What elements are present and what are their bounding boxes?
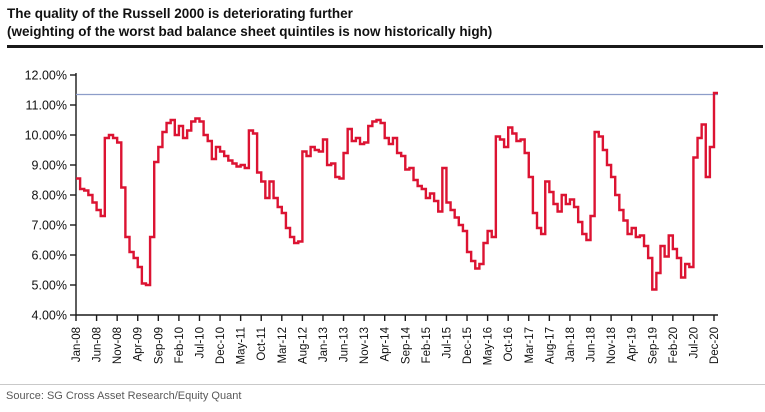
x-tick-label: Jun-18	[586, 327, 598, 362]
y-tick-label: 5.00%	[32, 279, 67, 293]
x-tick-label: Mar-12	[277, 327, 289, 363]
x-tick-label: Nov-08	[112, 327, 124, 364]
y-tick-label: 11.00%	[26, 99, 67, 113]
x-tick-label: Aug-17	[544, 327, 556, 364]
x-tick-label: Mar-17	[524, 327, 536, 363]
x-tick-label: Sep-09	[153, 327, 165, 364]
x-tick-label: Dec-10	[215, 327, 227, 364]
x-tick-label: Jul-20	[688, 327, 700, 358]
y-tick-label: 10.00%	[25, 129, 67, 143]
y-tick-label: 9.00%	[32, 159, 67, 173]
y-tick-label: 4.00%	[32, 309, 67, 323]
y-tick-label: 7.00%	[32, 219, 67, 233]
x-tick-label: Jul-15	[441, 327, 453, 358]
chart-title-line2: (weighting of the worst bad balance shee…	[7, 23, 493, 39]
y-tick-label: 12.00%	[25, 69, 67, 83]
footer: Source: SG Cross Asset Research/Equity Q…	[0, 384, 765, 402]
x-tick-label: Apr-19	[627, 327, 639, 362]
x-tick-label: Apr-14	[380, 326, 392, 361]
x-tick-label: Nov-13	[359, 327, 371, 364]
x-tick-label: Jul-10	[194, 327, 206, 358]
y-tick-label: 8.00%	[32, 189, 67, 203]
x-tick-label: Dec-15	[462, 327, 474, 364]
title-divider	[7, 44, 763, 48]
x-tick-label: Jun-13	[339, 327, 351, 362]
x-tick-label: Feb-20	[668, 327, 680, 363]
x-tick-label: Sep-19	[647, 327, 659, 364]
x-tick-label: Jan-08	[71, 327, 83, 362]
y-tick-label: 6.00%	[32, 249, 67, 263]
quintile-weighting-line-chart: 4.00% 5.00% 6.00% 7.00% 8.00% 9.00% 10.00% 11.0…	[25, 69, 721, 366]
source-text: Source: SG Cross Asset Research/Equity Q…	[6, 390, 242, 402]
series-line	[76, 91, 718, 291]
x-tick-label: Apr-09	[133, 327, 145, 362]
x-tick-label: Dec-20	[709, 327, 721, 364]
x-tick-label: Oct-16	[503, 327, 515, 362]
x-tick-label: Jan-18	[565, 327, 577, 362]
x-tick-label: Feb-15	[421, 327, 433, 363]
x-tick-label: Oct-11	[256, 327, 268, 361]
chart-title-line1: The quality of the Russell 2000 is deter…	[7, 6, 353, 21]
x-tick-label: May-11	[236, 327, 248, 365]
x-tick-label: Nov-18	[606, 327, 618, 364]
x-tick-label: Aug-12	[297, 327, 309, 364]
x-tick-label: Sep-14	[400, 326, 412, 364]
title-block: The quality of the Russell 2000 is deter…	[0, 0, 765, 48]
x-tick-label: Jun-08	[92, 327, 104, 362]
x-tick-label: May-16	[483, 327, 495, 365]
x-tick-label: Feb-10	[174, 327, 186, 363]
x-tick-label: Jan-13	[318, 327, 330, 362]
